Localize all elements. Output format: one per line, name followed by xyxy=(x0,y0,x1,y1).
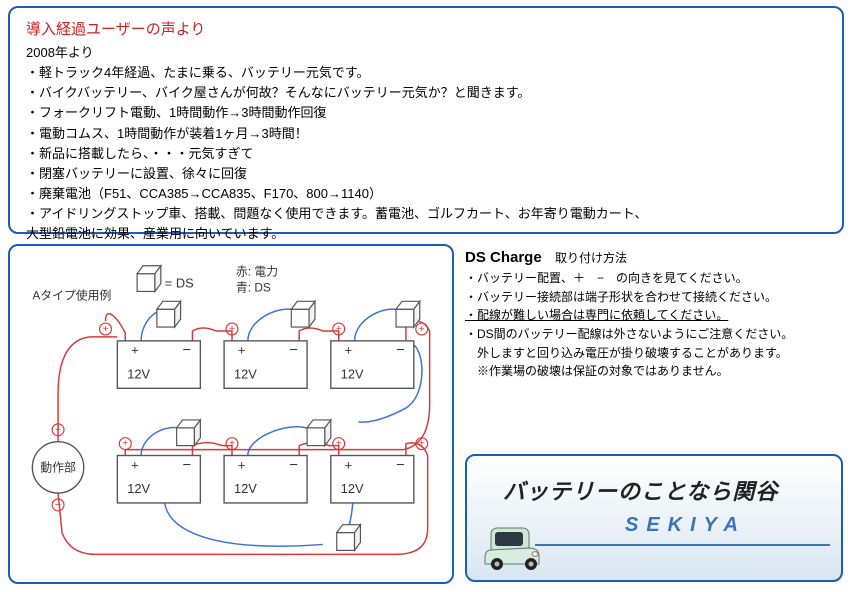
svg-text:動作部: 動作部 xyxy=(40,460,76,474)
svg-text:12V: 12V xyxy=(341,366,364,381)
brand-subtitle: SEKIYA xyxy=(625,514,746,537)
instruction-line: ※作業場の破壊は保証の対象ではありません。 xyxy=(465,362,845,381)
svg-text:+: + xyxy=(238,457,246,472)
testimonial-line: 2008年より xyxy=(26,43,826,63)
svg-text:−: − xyxy=(183,343,192,359)
brand-panel: バッテリーのことなら関谷 SEKIYA xyxy=(465,454,843,582)
instruction-line: ・配線が難しい場合は専門に依頼してください。 xyxy=(465,306,845,325)
instruction-line: 外しますと回り込み電圧が掛り破壊することがあります。 xyxy=(465,344,845,363)
svg-text:12V: 12V xyxy=(127,366,150,381)
svg-text:= DS: = DS xyxy=(165,276,194,291)
svg-text:+: + xyxy=(336,324,342,335)
svg-text:−: − xyxy=(55,499,61,511)
svg-text:Aタイプ使用例: Aタイプ使用例 xyxy=(32,288,111,302)
testimonial-line: ・電動コムス、1時間動作が装着1ヶ月→3時間！ xyxy=(26,124,826,144)
svg-text:+: + xyxy=(229,324,235,335)
svg-text:−: − xyxy=(183,457,192,473)
svg-text:−: − xyxy=(396,343,405,359)
svg-text:12V: 12V xyxy=(234,481,257,496)
brand-title: バッテリーのことなら関谷 xyxy=(503,474,778,506)
svg-text:+: + xyxy=(238,343,246,358)
instructions-subtitle: 取り付け方法 xyxy=(555,251,627,265)
testimonials-title: 導入経過ユーザーの声より xyxy=(26,18,826,39)
svg-text:+: + xyxy=(131,457,138,472)
svg-text:+: + xyxy=(229,439,235,450)
svg-text:12V: 12V xyxy=(127,481,150,496)
svg-text:+: + xyxy=(131,343,138,358)
instruction-line: ・バッテリー接続部は端子形状を合わせて接続ください。 xyxy=(465,288,845,307)
svg-text:+: + xyxy=(345,343,353,358)
testimonial-line: ・フォークリフト電動、1時間動作→3時間動作回復 xyxy=(26,103,826,123)
car-icon xyxy=(479,520,551,572)
testimonials-panel: 導入経過ユーザーの声より 2008年より・軽トラック4年経過、たまに乗る、バッテ… xyxy=(8,6,844,234)
svg-text:12V: 12V xyxy=(234,366,257,381)
testimonial-line: ・新品に搭載したら、・・・元気すぎて xyxy=(26,144,826,164)
instructions-title: DS Charge xyxy=(465,249,542,266)
install-instructions: DS Charge 取り付け方法 ・バッテリー配置、＋ − の向きを見てください… xyxy=(465,246,845,381)
brand-underline xyxy=(535,544,830,546)
svg-text:12V: 12V xyxy=(341,481,364,496)
testimonials-body: 2008年より・軽トラック4年経過、たまに乗る、バッテリー元気です。・バイクバッ… xyxy=(26,43,826,244)
testimonial-line: ・軽トラック4年経過、たまに乗る、バッテリー元気です。 xyxy=(26,63,826,83)
testimonial-line: ・閉塞バッテリーに設置、徐々に回復 xyxy=(26,164,826,184)
instructions-body: ・バッテリー配置、＋ − の向きを見てください。・バッテリー接続部は端子形状を合… xyxy=(465,269,845,381)
svg-text:+: + xyxy=(103,324,109,335)
svg-text:−: − xyxy=(396,457,405,473)
testimonial-line: ・アイドリングストップ車、搭載、問題なく使用できます。蓄電池、ゴルフカート、お年… xyxy=(26,204,826,224)
svg-text:+: + xyxy=(55,425,61,436)
svg-text:+: + xyxy=(419,324,425,335)
svg-text:+: + xyxy=(419,439,425,450)
svg-text:−: − xyxy=(289,343,298,359)
testimonial-line: ・廃棄電池（F51、CCA385→CCA835、F170、800→1140） xyxy=(26,184,826,204)
instruction-line: ・バッテリー配置、＋ − の向きを見てください。 xyxy=(465,269,845,288)
wiring-diagram: + − 12V + − 12V + − 12V + − 12V + − 12V + − 12V = DS 赤: 電力青… xyxy=(10,246,452,582)
instruction-line: ・DS間のバッテリー配線は外さないようにご注意ください。 xyxy=(465,325,845,344)
svg-text:青: DS: 青: DS xyxy=(236,280,271,294)
wiring-diagram-panel: + − 12V + − 12V + − 12V + − 12V + − 12V + − 12V = DS 赤: 電力青… xyxy=(8,244,454,584)
svg-text:+: + xyxy=(336,439,342,450)
svg-text:+: + xyxy=(345,457,353,472)
svg-text:+: + xyxy=(122,439,128,450)
svg-text:−: − xyxy=(289,457,298,473)
testimonial-line: 大型鉛電池に効果、産業用に向いています。 xyxy=(26,224,826,244)
testimonial-line: ・バイクバッテリー、バイク屋さんが何故？そんなにバッテリー元気か？と聞きます。 xyxy=(26,83,826,103)
svg-text:赤: 電力: 赤: 電力 xyxy=(236,265,278,279)
